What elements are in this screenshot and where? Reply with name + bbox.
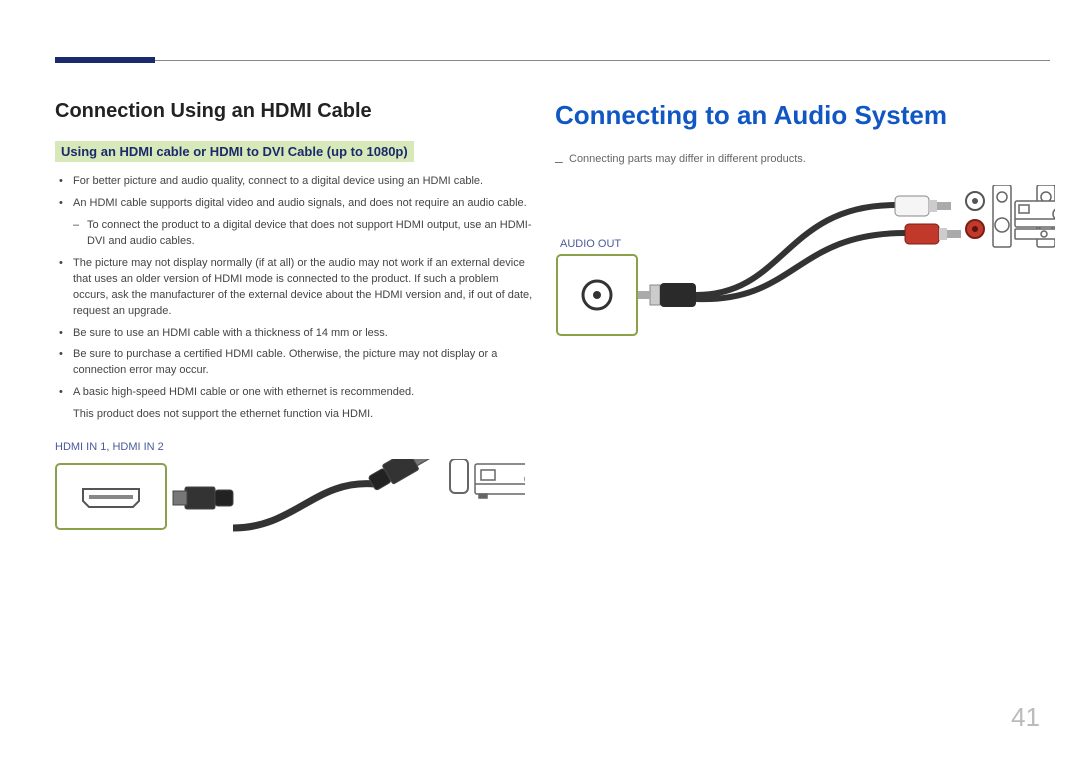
- page-number: 41: [1011, 702, 1040, 733]
- plain-note: This product does not support the ethern…: [55, 407, 535, 423]
- bullet-item: Be sure to use an HDMI cable with a thic…: [55, 326, 535, 342]
- left-heading: Connection Using an HDMI Cable: [55, 100, 535, 123]
- left-subheading: Using an HDMI cable or HDMI to DVI Cable…: [55, 141, 414, 162]
- header-accent-bar: [55, 57, 155, 63]
- left-column: Connection Using an HDMI Cable Using an …: [55, 100, 535, 584]
- header-rule: [55, 60, 1050, 61]
- bullet-item: Be sure to purchase a certified HDMI cab…: [55, 347, 535, 379]
- hdmi-diagram: HDMI IN 1, HDMI IN 2: [55, 441, 535, 584]
- bullet-item: A basic high-speed HDMI cable or one wit…: [55, 385, 535, 401]
- hdmi-port-label: HDMI IN 1, HDMI IN 2: [55, 441, 535, 453]
- sub-bullet-item: To connect the product to a digital devi…: [55, 218, 535, 250]
- audio-diagram: AUDIO OUT: [555, 185, 1050, 360]
- right-note: Connecting parts may differ in different…: [555, 153, 1050, 165]
- bullet-item: The picture may not display normally (if…: [55, 256, 535, 320]
- right-column: Connecting to an Audio System Connecting…: [555, 100, 1050, 360]
- audio-port-label: AUDIO OUT: [560, 238, 621, 250]
- bullet-item: An HDMI cable supports digital video and…: [55, 196, 535, 212]
- audio-diagram-svg: AUDIO OUT: [555, 185, 1055, 355]
- bullet-item: For better picture and audio quality, co…: [55, 174, 535, 190]
- right-heading: Connecting to an Audio System: [555, 100, 1050, 131]
- hdmi-diagram-svg: [55, 459, 525, 579]
- speaker-left-icon: [993, 185, 1011, 247]
- audio-receiver-icon: [1015, 201, 1055, 239]
- bullet-list: The picture may not display normally (if…: [55, 256, 535, 402]
- bullet-list: For better picture and audio quality, co…: [55, 174, 535, 212]
